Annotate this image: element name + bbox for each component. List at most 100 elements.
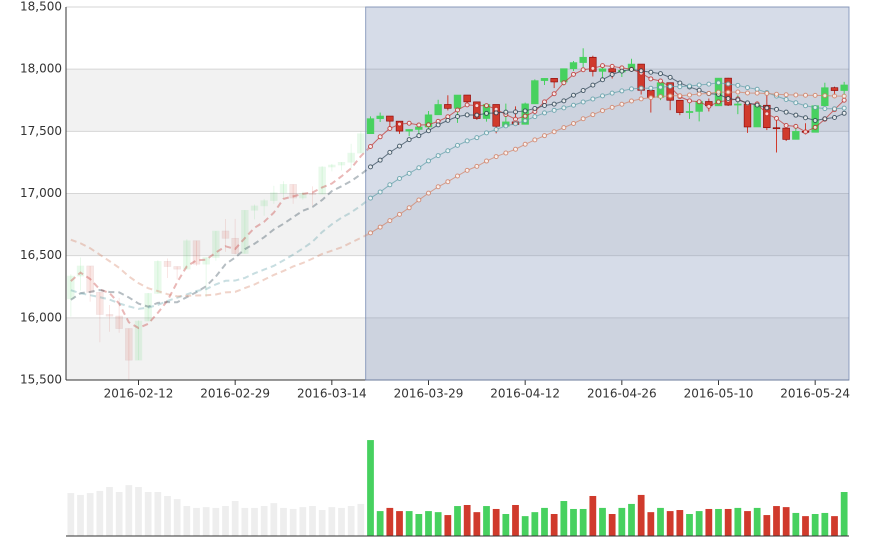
ma-point — [435, 184, 441, 190]
ma-point — [416, 133, 422, 139]
candle-body — [840, 84, 848, 91]
volume-bar — [270, 503, 278, 536]
volume-bar — [715, 508, 722, 536]
ma-point — [803, 103, 808, 109]
ma-point — [522, 141, 528, 147]
ma-point — [580, 99, 586, 105]
ma-point — [600, 93, 605, 99]
ma-point — [532, 105, 538, 111]
candle-body — [192, 240, 201, 265]
ma-point — [532, 137, 538, 143]
candle-body — [685, 111, 694, 113]
split-area — [66, 317, 849, 380]
ma-point — [455, 114, 460, 120]
x-tick-label: 2016-02-29 — [200, 387, 270, 401]
volume-bar — [309, 506, 316, 536]
candle-body — [763, 104, 771, 129]
candle-body — [289, 184, 297, 199]
ma-point — [803, 129, 808, 135]
ma-point — [522, 113, 528, 119]
ma-point — [609, 90, 615, 96]
volume-bar — [811, 514, 819, 536]
x-tick-label: 2016-03-29 — [394, 387, 464, 401]
ma-line-faded — [70, 197, 372, 310]
ma-point — [571, 71, 576, 77]
ma-point — [725, 89, 731, 95]
ma-point — [571, 92, 576, 98]
x-tick-label: 2016-02-12 — [104, 387, 174, 401]
ma-point — [677, 93, 683, 99]
ma-point — [783, 109, 789, 115]
ma-point — [551, 107, 557, 113]
ma-point — [474, 112, 480, 118]
candle-body — [328, 164, 336, 168]
ma-point — [706, 90, 712, 96]
ma-point — [445, 148, 451, 154]
ma-point — [397, 121, 402, 127]
candle-body — [250, 205, 259, 211]
ma-point — [774, 106, 779, 112]
ma-point — [745, 90, 750, 96]
ma-point — [716, 99, 721, 105]
volume-bar — [338, 507, 345, 536]
ma-point — [716, 89, 721, 95]
ma-point — [406, 120, 412, 126]
ma-point — [822, 106, 828, 112]
ma-point — [716, 80, 721, 86]
volume-bar — [840, 492, 848, 536]
ma-point — [667, 83, 673, 89]
volume-bar — [724, 508, 732, 536]
ma-point — [474, 103, 480, 109]
ma-point — [513, 109, 518, 115]
ma-point — [677, 84, 683, 90]
ma-point — [658, 78, 663, 84]
ma-point — [513, 116, 518, 122]
ma-point — [735, 89, 741, 95]
volume-bar — [550, 514, 558, 536]
ma-point — [764, 111, 770, 117]
volume-bar — [96, 490, 104, 536]
ma-point — [484, 110, 489, 116]
x-tick-label: 2016-04-12 — [490, 387, 560, 401]
candle-body — [337, 161, 346, 166]
candle-body — [270, 192, 278, 201]
ma-point — [522, 108, 528, 114]
ma-point — [503, 150, 509, 156]
volume-bar — [686, 514, 693, 536]
ma-point — [648, 69, 654, 75]
ma-point — [571, 121, 576, 127]
ma-point — [648, 95, 654, 101]
ma-point — [609, 72, 615, 78]
y-tick-label: 15,500 — [20, 373, 62, 387]
candle-body — [453, 94, 462, 109]
ma-point — [609, 104, 615, 110]
ma-point — [387, 125, 393, 131]
candle-body — [560, 68, 568, 83]
volume-bar — [193, 507, 200, 536]
ma-point — [764, 91, 770, 97]
volume-bar — [483, 506, 490, 536]
volume-bar — [792, 512, 800, 536]
ma-point — [841, 97, 847, 103]
ma-point — [629, 86, 634, 92]
ma-point — [648, 85, 654, 91]
ma-point — [580, 116, 586, 122]
volume-bar — [831, 516, 838, 536]
ma-point — [377, 224, 383, 230]
ma-point — [754, 90, 760, 96]
volume-bar — [231, 501, 239, 536]
volume-bar — [463, 504, 471, 536]
volume-bar — [318, 510, 326, 536]
ma-point — [542, 133, 547, 139]
ma-point — [774, 115, 779, 121]
ma-point — [706, 103, 712, 109]
ma-point — [803, 115, 808, 121]
ma-point — [484, 103, 489, 109]
volume-bar — [367, 440, 374, 536]
candle-body — [125, 328, 133, 361]
candle-body — [318, 166, 326, 195]
volume-bar — [289, 508, 297, 536]
candle-body — [279, 184, 288, 194]
volume-bar — [405, 511, 413, 536]
ma-point — [542, 110, 547, 116]
